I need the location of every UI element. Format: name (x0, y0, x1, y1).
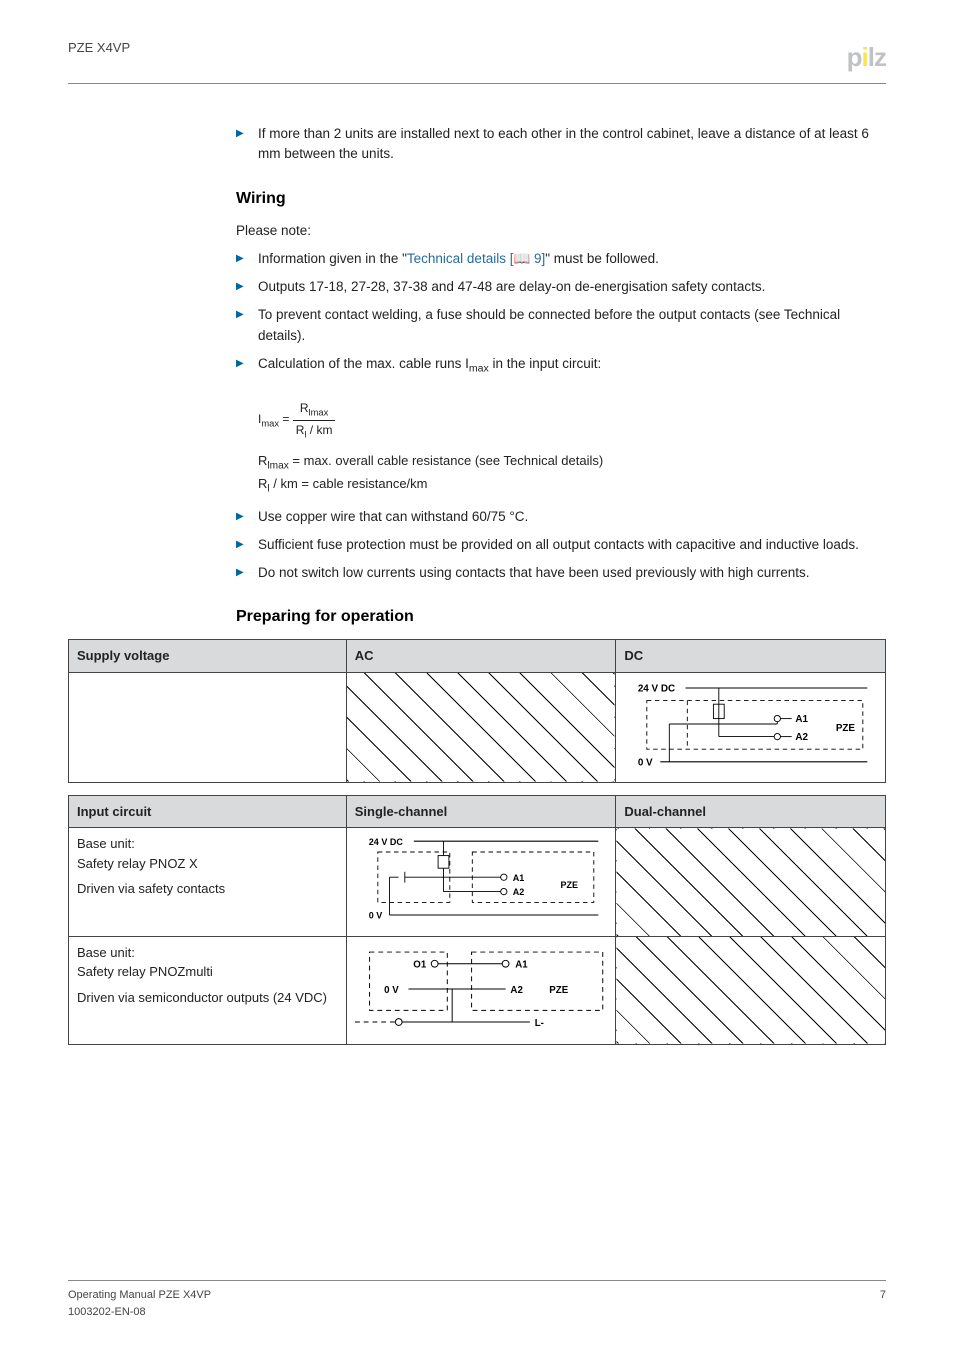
mc-o1-label: O1 (413, 960, 427, 971)
wiring-bullet-1: Information given in the "Technical deta… (236, 249, 886, 269)
sc-0v-label: 0 V (369, 911, 383, 921)
ic-row1-single: 24 V DC 0 V (346, 828, 616, 937)
formula-lhs-sub: max (261, 419, 279, 429)
ic-r2-l2: Safety relay PNOZmulti (77, 964, 213, 979)
dc-a1-label: A1 (796, 714, 809, 725)
intro-bullet-item: If more than 2 units are installed next … (236, 124, 886, 165)
wiring-bullet-5: Use copper wire that can withstand 60/75… (236, 507, 886, 527)
desc1-R: R (258, 453, 267, 468)
header-product: PZE X4VP (68, 38, 130, 58)
dc-0v-label: 0 V (638, 757, 653, 768)
formula-numerator: Rlmax (293, 399, 336, 420)
sv-col1: Supply voltage (69, 640, 347, 673)
desc2-R: R (258, 476, 267, 491)
wiring-b4-post: in the input circuit: (489, 356, 602, 371)
ic-r1-l1: Base unit: (77, 836, 135, 851)
ic-col2: Single-channel (346, 795, 616, 828)
formula-num-R: R (300, 401, 309, 415)
ic-r2-l1: Base unit: (77, 945, 135, 960)
formula-denominator: Rl / km (293, 421, 336, 441)
formula-eq: = (279, 412, 293, 426)
wiring-bullet-2: Outputs 17-18, 27-28, 37-38 and 47-48 ar… (236, 277, 886, 297)
dc-24v-label: 24 V DC (638, 684, 675, 695)
preparing-heading: Preparing for operation (236, 605, 886, 629)
wiring-b1-pre: Information given in the " (258, 251, 407, 266)
supply-voltage-table: Supply voltage AC DC 24 V DC 0 V (68, 639, 886, 783)
footer-l2: 1003202-EN-08 (68, 1306, 146, 1318)
page-header: PZE X4VP pilz (68, 38, 886, 84)
wiring-bullet-list: Information given in the "Technical deta… (236, 249, 886, 377)
formula-den-tail: / km (306, 423, 332, 437)
wiring-please-note: Please note: (236, 221, 886, 241)
intro-bullet-list: If more than 2 units are installed next … (236, 124, 886, 165)
ic-row2-desc: Base unit: Safety relay PNOZmulti Driven… (69, 936, 347, 1045)
sv-col3: DC (616, 640, 886, 673)
mc-a1-label: A1 (515, 960, 528, 971)
dc-a2-label: A2 (796, 732, 809, 743)
sv-ac-cell (346, 672, 616, 782)
brand-logo: pilz (847, 38, 886, 77)
desc1-tail: = max. overall cable resistance (see Tec… (289, 453, 603, 468)
ic-row1-desc: Base unit: Safety relay PNOZ X Driven vi… (69, 828, 347, 937)
ic-r2-l3: Driven via semiconductor outputs (24 VDC… (77, 988, 327, 1008)
wiring-b1-post: " must be followed. (545, 251, 659, 266)
footer-page-number: 7 (880, 1287, 886, 1320)
wiring-heading: Wiring (236, 187, 886, 211)
formula-fraction: Rlmax Rl / km (293, 399, 336, 441)
wiring-bullet-4: Calculation of the max. cable runs Imax … (236, 354, 886, 377)
desc2-tail: / km = cable resistance/km (270, 476, 428, 491)
footer-l1: Operating Manual PZE X4VP (68, 1289, 211, 1301)
ic-row2-single: O1 A1 0 V A2 PZE L- (346, 936, 616, 1045)
mc-0v-label: 0 V (384, 985, 399, 996)
ic-r1-l2: Safety relay PNOZ X (77, 856, 198, 871)
ic-col1: Input circuit (69, 795, 347, 828)
ic-row2-dual (616, 936, 886, 1045)
ic-col3: Dual-channel (616, 795, 886, 828)
sv-dc-cell: 24 V DC 0 V (616, 672, 886, 782)
formula-num-sub: lmax (309, 408, 329, 418)
formula-desc-1: Rlmax = max. overall cable resistance (s… (258, 451, 886, 497)
page-footer: Operating Manual PZE X4VP 1003202-EN-08 … (68, 1280, 886, 1320)
wiring-bullet-7: Do not switch low currents using contact… (236, 563, 886, 583)
technical-details-link[interactable]: Technical details [📖 9] (407, 251, 545, 266)
ic-r1-l3: Driven via safety contacts (77, 879, 225, 899)
dc-pze-label: PZE (836, 723, 856, 734)
wiring-bullet-6: Sufficient fuse protection must be provi… (236, 535, 886, 555)
desc1-sub: lmax (267, 461, 288, 472)
wiring-bullet-3: To prevent contact welding, a fuse shoul… (236, 305, 886, 346)
single-channel-pnozmulti-diagram: O1 A1 0 V A2 PZE L- (355, 943, 608, 1033)
sv-col2: AC (346, 640, 616, 673)
single-channel-pnozx-diagram: 24 V DC 0 V (355, 834, 608, 924)
sc-a1-label: A1 (513, 873, 525, 883)
mc-pze-label: PZE (549, 985, 568, 996)
sc-a2-label: A2 (513, 888, 525, 898)
cable-run-formula: Imax = Rlmax Rl / km (258, 399, 886, 441)
footer-left: Operating Manual PZE X4VP 1003202-EN-08 (68, 1287, 211, 1320)
wiring-b4-pre: Calculation of the max. cable runs I (258, 356, 469, 371)
logo-text-part1: p (847, 42, 862, 72)
sv-row-desc (69, 672, 347, 782)
sc-pze-label: PZE (560, 880, 578, 890)
wiring-bullet-list-2: Use copper wire that can withstand 60/75… (236, 507, 886, 584)
wiring-b4-sub: max (469, 362, 489, 374)
mc-a2-label: A2 (510, 985, 523, 996)
dc-supply-diagram: 24 V DC 0 V (624, 679, 877, 769)
sc-24v-label: 24 V DC (369, 837, 404, 847)
ic-row1-dual (616, 828, 886, 937)
input-circuit-table: Input circuit Single-channel Dual-channe… (68, 795, 886, 1046)
mc-lminus-label: L- (535, 1018, 544, 1029)
logo-text-part2: lz (868, 42, 886, 72)
